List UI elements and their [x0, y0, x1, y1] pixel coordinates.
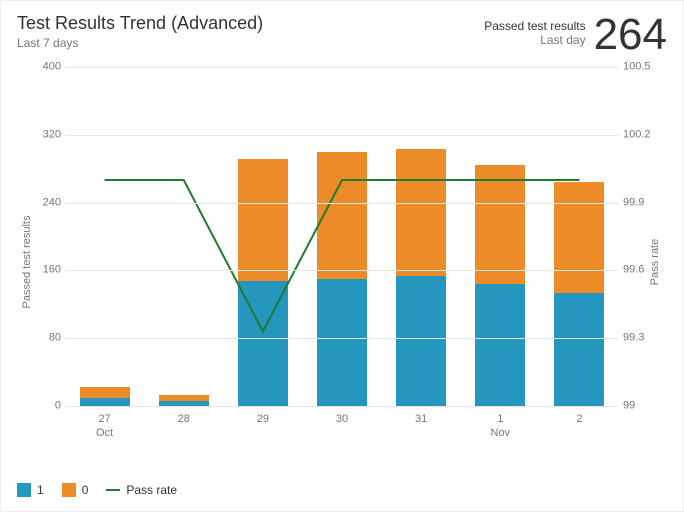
plot: 0801602403204009999.399.699.9100.2100.52…	[65, 67, 619, 407]
x-axis-label: 1 Nov	[491, 406, 511, 441]
gridline	[65, 135, 619, 136]
metric-value: 264	[594, 13, 667, 57]
ytick-left: 0	[33, 401, 61, 412]
ytick-right: 99.3	[623, 333, 657, 344]
ytick-right: 99	[623, 401, 657, 412]
ytick-left: 320	[33, 129, 61, 140]
x-axis-label: 29	[257, 406, 269, 426]
x-axis-label: 31	[415, 406, 427, 426]
legend-item[interactable]: 0	[62, 483, 89, 497]
legend-line-swatch	[106, 489, 120, 491]
chart-title: Test Results Trend (Advanced)	[17, 13, 263, 34]
ytick-right: 99.9	[623, 197, 657, 208]
gridline	[65, 338, 619, 339]
line-overlay	[65, 67, 619, 406]
legend-label: Pass rate	[126, 483, 177, 497]
legend-item[interactable]: Pass rate	[106, 483, 177, 497]
ytick-left: 400	[33, 62, 61, 73]
chart-area: Passed test results Pass rate 0801602403…	[17, 67, 667, 457]
metric-title: Passed test results	[484, 19, 585, 33]
x-axis-label: 30	[336, 406, 348, 426]
legend-item[interactable]: 1	[17, 483, 44, 497]
ytick-right: 99.6	[623, 265, 657, 276]
ytick-left: 160	[33, 265, 61, 276]
y-axis-label-left: Passed test results	[21, 202, 33, 322]
metric-subtitle: Last day	[484, 33, 585, 47]
gridline	[65, 270, 619, 271]
y-axis-label-right: Pass rate	[649, 222, 661, 302]
chart-subtitle: Last 7 days	[17, 36, 263, 50]
ytick-right: 100.5	[623, 62, 657, 73]
metric-labels: Passed test results Last day	[484, 13, 585, 47]
ytick-right: 100.2	[623, 129, 657, 140]
legend-swatch	[62, 483, 76, 497]
legend: 1 0 Pass rate	[17, 483, 177, 497]
x-axis-label: 27 Oct	[96, 406, 113, 441]
legend-label: 1	[37, 483, 44, 497]
metric-block: Passed test results Last day 264	[484, 13, 667, 57]
gridline	[65, 203, 619, 204]
card: Test Results Trend (Advanced) Last 7 day…	[0, 0, 684, 512]
ytick-left: 80	[33, 333, 61, 344]
legend-label: 0	[82, 483, 89, 497]
x-axis-label: 28	[178, 406, 190, 426]
title-block: Test Results Trend (Advanced) Last 7 day…	[17, 13, 263, 50]
header: Test Results Trend (Advanced) Last 7 day…	[17, 13, 667, 57]
gridline	[65, 67, 619, 68]
legend-swatch	[17, 483, 31, 497]
ytick-left: 240	[33, 197, 61, 208]
x-axis-label: 2	[576, 406, 582, 426]
